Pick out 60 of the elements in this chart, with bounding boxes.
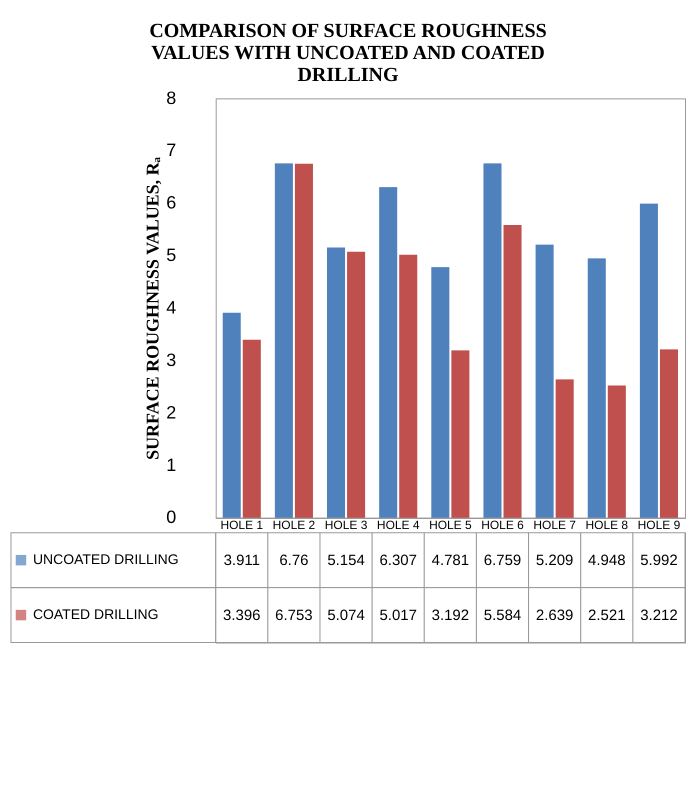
y-tick-label: 1	[166, 454, 176, 475]
data-label: 4.781	[432, 552, 470, 570]
data-label: 3.911	[224, 552, 260, 570]
data-label: 5.074	[327, 607, 365, 624]
data-label: 6.759	[484, 552, 522, 570]
data-label: 3.192	[432, 607, 470, 624]
bar	[640, 204, 658, 518]
bar	[504, 224, 522, 518]
bar	[608, 386, 626, 518]
data-label: 4.948	[588, 552, 626, 570]
y-tick-label: 7	[166, 140, 176, 160]
data-label: 3.212	[640, 607, 678, 624]
bar	[347, 252, 366, 518]
y-tick-label: 5	[166, 245, 176, 266]
bar	[660, 349, 678, 518]
data-label: 3.396	[223, 607, 260, 624]
data-label: 6.76	[279, 552, 308, 570]
bar	[379, 187, 398, 518]
bar	[294, 164, 313, 518]
bar	[556, 379, 574, 518]
data-label: 2.521	[588, 607, 626, 624]
bar	[483, 163, 502, 518]
text: COMPARISON OF SURFACE ROUGHNESS	[149, 20, 547, 42]
x-tick-label: HOLE 3	[324, 518, 368, 532]
legend-label: UNCOATED DRILLING	[32, 551, 179, 568]
bar	[274, 163, 293, 518]
bar	[536, 244, 554, 518]
x-tick-label: HOLE 4	[376, 518, 420, 532]
y-axis-title: SURFACE ROUGHNESS VALUES, Rₐ	[142, 156, 162, 460]
bar	[588, 258, 606, 518]
data-label: 5.209	[536, 552, 574, 570]
x-tick-label: HOLE 9	[638, 518, 681, 532]
x-tick-label: HOLE 5	[429, 518, 472, 532]
x-tick-label: HOLE 8	[586, 518, 628, 532]
data-label: 5.154	[327, 552, 365, 570]
data-label: 5.992	[640, 552, 678, 570]
data-label: 5.017	[379, 607, 417, 624]
x-tick-label: HOLE 7	[533, 518, 576, 532]
x-tick-label: HOLE 1	[220, 518, 264, 532]
x-tick-label: HOLE 6	[481, 518, 524, 532]
bar	[431, 267, 450, 518]
data-label: 6.307	[379, 552, 417, 570]
y-tick-label: 0	[166, 507, 176, 528]
text: VALUES WITH UNCOATED AND COATED	[151, 42, 545, 64]
y-tick-label: 6	[166, 192, 176, 213]
bar	[399, 254, 418, 518]
legend-label: COATED DRILLING	[32, 606, 158, 622]
y-tick-label: 2	[166, 402, 176, 422]
text: DRILLING	[298, 64, 398, 86]
bar	[451, 350, 470, 518]
bar	[327, 248, 346, 518]
y-tick-label: 8	[166, 88, 176, 108]
x-tick-label: HOLE 2	[272, 518, 316, 532]
bar	[222, 312, 241, 518]
data-label: 2.639	[536, 607, 574, 624]
data-label: 5.584	[484, 607, 522, 624]
y-tick-label: 3	[166, 350, 176, 370]
data-label: 6.753	[275, 607, 313, 624]
bar	[242, 340, 261, 518]
y-tick-label: 4	[166, 298, 176, 318]
